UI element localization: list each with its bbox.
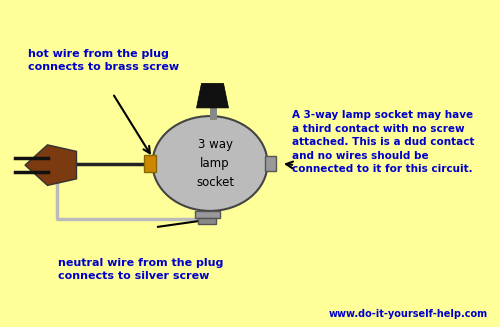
Text: hot wire from the plug
connects to brass screw: hot wire from the plug connects to brass… xyxy=(28,49,178,72)
Polygon shape xyxy=(196,83,228,108)
Ellipse shape xyxy=(152,116,268,211)
Text: neutral wire from the plug
connects to silver screw: neutral wire from the plug connects to s… xyxy=(58,258,223,281)
Text: A 3-way lamp socket may have
a third contact with no screw
attached. This is a d: A 3-way lamp socket may have a third con… xyxy=(292,110,475,174)
FancyBboxPatch shape xyxy=(198,218,216,224)
Text: www.do-it-yourself-help.com: www.do-it-yourself-help.com xyxy=(328,309,488,319)
FancyBboxPatch shape xyxy=(144,155,156,172)
FancyBboxPatch shape xyxy=(195,211,220,218)
Text: 3 way
lamp
socket: 3 way lamp socket xyxy=(196,138,234,189)
FancyBboxPatch shape xyxy=(265,156,276,171)
Polygon shape xyxy=(25,145,76,185)
